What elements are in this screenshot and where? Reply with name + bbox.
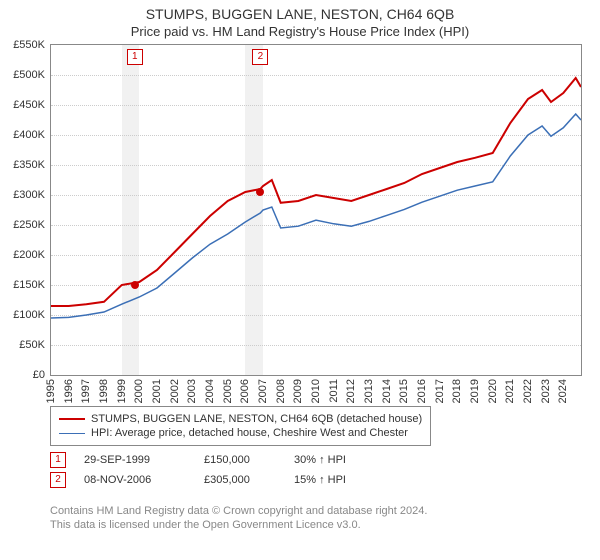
legend-item: HPI: Average price, detached house, Ches…	[59, 427, 422, 439]
y-axis-label: £450K	[13, 99, 45, 111]
annotations-table: 1 29-SEP-1999£150,00030% ↑ HPI 2 08-NOV-200…	[50, 450, 384, 490]
sale-marker	[256, 188, 264, 196]
annotation-delta: 15% ↑ HPI	[294, 474, 384, 486]
annotation-price: £305,000	[204, 474, 294, 486]
x-axis-label: 2006	[239, 379, 251, 403]
x-axis-label: 2009	[292, 379, 304, 403]
annotation-row: 1 29-SEP-1999£150,00030% ↑ HPI	[50, 450, 384, 470]
x-axis-label: 2002	[169, 379, 181, 403]
x-axis-label: 2020	[487, 379, 499, 403]
x-axis-label: 2003	[186, 379, 198, 403]
y-axis-label: £100K	[13, 309, 45, 321]
y-axis-label: £550K	[13, 39, 45, 51]
y-axis-label: £150K	[13, 279, 45, 291]
y-axis-label: £500K	[13, 69, 45, 81]
x-axis-label: 1996	[63, 379, 75, 403]
legend-label: HPI: Average price, detached house, Ches…	[91, 427, 408, 439]
annotation-row: 2 08-NOV-2006£305,00015% ↑ HPI	[50, 470, 384, 490]
legend-item: STUMPS, BUGGEN LANE, NESTON, CH64 6QB (d…	[59, 413, 422, 425]
x-axis-label: 2012	[345, 379, 357, 403]
y-axis-label: £300K	[13, 189, 45, 201]
x-axis-label: 2022	[522, 379, 534, 403]
legend-swatch	[59, 418, 85, 420]
series-svg	[51, 45, 581, 375]
y-axis-label: £50K	[19, 339, 45, 351]
chart-title: STUMPS, BUGGEN LANE, NESTON, CH64 6QB	[0, 0, 600, 22]
legend-box: STUMPS, BUGGEN LANE, NESTON, CH64 6QB (d…	[50, 406, 431, 446]
sale-marker	[131, 281, 139, 289]
caption-line: Contains HM Land Registry data © Crown c…	[50, 504, 427, 518]
x-axis-label: 2000	[133, 379, 145, 403]
chart-caption: Contains HM Land Registry data © Crown c…	[50, 504, 427, 533]
x-axis-label: 1995	[45, 379, 57, 403]
sale-marker-label: 1	[127, 49, 143, 65]
x-axis-label: 1998	[98, 379, 110, 403]
x-axis-label: 2021	[504, 379, 516, 403]
x-axis-label: 2016	[416, 379, 428, 403]
x-axis-label: 2013	[363, 379, 375, 403]
x-axis-label: 2023	[540, 379, 552, 403]
annotation-delta: 30% ↑ HPI	[294, 454, 384, 466]
x-axis-label: 2015	[398, 379, 410, 403]
series-property	[51, 78, 581, 306]
y-axis-label: £350K	[13, 159, 45, 171]
x-axis-label: 2011	[328, 379, 340, 403]
x-axis-label: 2010	[310, 379, 322, 403]
x-axis-label: 2024	[557, 379, 569, 403]
x-axis-label: 2001	[151, 379, 163, 403]
x-axis-label: 2019	[469, 379, 481, 403]
annotation-marker: 1	[50, 452, 66, 468]
annotation-marker: 2	[50, 472, 66, 488]
chart-subtitle: Price paid vs. HM Land Registry's House …	[0, 22, 600, 39]
y-axis-label: £0	[33, 369, 45, 381]
chart-plot-area: £0£50K£100K£150K£200K£250K£300K£350K£400…	[50, 44, 582, 376]
x-axis-label: 2004	[204, 379, 216, 403]
x-axis-label: 2007	[257, 379, 269, 403]
x-axis-label: 1999	[116, 379, 128, 403]
y-axis-label: £250K	[13, 219, 45, 231]
caption-line: This data is licensed under the Open Gov…	[50, 518, 427, 532]
x-axis-label: 2018	[451, 379, 463, 403]
legend-swatch	[59, 433, 85, 434]
legend-label: STUMPS, BUGGEN LANE, NESTON, CH64 6QB (d…	[91, 413, 422, 425]
x-axis-label: 2017	[434, 379, 446, 403]
series-hpi	[51, 114, 581, 318]
sale-marker-label: 2	[252, 49, 268, 65]
annotation-price: £150,000	[204, 454, 294, 466]
x-axis-label: 2005	[222, 379, 234, 403]
y-axis-label: £200K	[13, 249, 45, 261]
y-axis-label: £400K	[13, 129, 45, 141]
x-axis-label: 2014	[381, 379, 393, 403]
x-axis-label: 1997	[80, 379, 92, 403]
annotation-date: 08-NOV-2006	[84, 474, 204, 486]
x-axis-label: 2008	[275, 379, 287, 403]
annotation-date: 29-SEP-1999	[84, 454, 204, 466]
